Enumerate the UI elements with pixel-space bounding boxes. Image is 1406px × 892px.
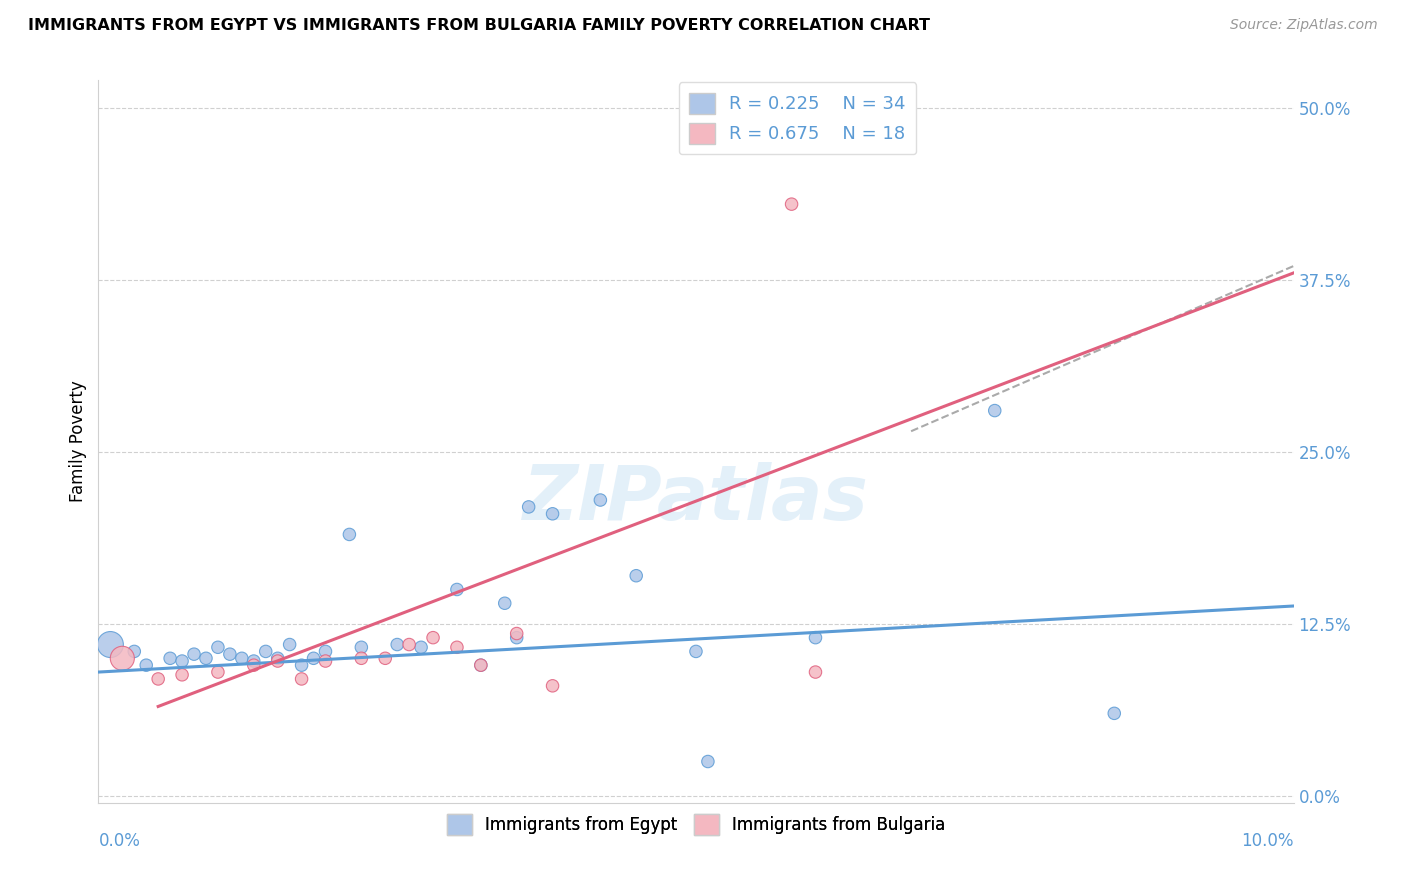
- Point: [780, 197, 803, 211]
- Point: [350, 651, 373, 665]
- Point: [626, 568, 648, 582]
- Point: [422, 631, 444, 645]
- Point: [506, 631, 529, 645]
- Point: [685, 644, 707, 658]
- Point: [291, 672, 314, 686]
- Point: [339, 527, 361, 541]
- Point: [183, 647, 205, 661]
- Point: [315, 644, 337, 658]
- Point: [446, 640, 468, 655]
- Point: [124, 644, 146, 658]
- Point: [541, 679, 564, 693]
- Point: [541, 507, 564, 521]
- Point: [148, 672, 170, 686]
- Point: [470, 658, 492, 673]
- Point: [804, 631, 827, 645]
- Point: [517, 500, 540, 514]
- Point: [398, 638, 420, 652]
- Point: [159, 651, 181, 665]
- Text: Source: ZipAtlas.com: Source: ZipAtlas.com: [1230, 18, 1378, 32]
- Point: [291, 658, 314, 673]
- Point: [984, 403, 1007, 417]
- Point: [98, 638, 122, 652]
- Point: [374, 651, 396, 665]
- Point: [207, 640, 229, 655]
- Text: IMMIGRANTS FROM EGYPT VS IMMIGRANTS FROM BULGARIA FAMILY POVERTY CORRELATION CHA: IMMIGRANTS FROM EGYPT VS IMMIGRANTS FROM…: [28, 18, 931, 33]
- Point: [278, 638, 301, 652]
- Point: [315, 654, 337, 668]
- Point: [446, 582, 468, 597]
- Point: [411, 640, 433, 655]
- Point: [506, 626, 529, 640]
- Point: [219, 647, 242, 661]
- Point: [470, 658, 492, 673]
- Point: [172, 668, 194, 682]
- Point: [267, 651, 290, 665]
- Point: [267, 654, 290, 668]
- Point: [302, 651, 325, 665]
- Y-axis label: Family Poverty: Family Poverty: [69, 381, 87, 502]
- Point: [111, 651, 134, 665]
- Text: 0.0%: 0.0%: [98, 831, 141, 850]
- Point: [385, 638, 409, 652]
- Point: [231, 651, 253, 665]
- Point: [243, 658, 266, 673]
- Point: [697, 755, 720, 769]
- Point: [135, 658, 157, 673]
- Point: [350, 640, 373, 655]
- Point: [172, 654, 194, 668]
- Point: [195, 651, 218, 665]
- Point: [804, 665, 827, 679]
- Text: 10.0%: 10.0%: [1241, 831, 1294, 850]
- Point: [243, 654, 266, 668]
- Text: ZIPatlas: ZIPatlas: [523, 462, 869, 536]
- Legend: Immigrants from Egypt, Immigrants from Bulgaria: Immigrants from Egypt, Immigrants from B…: [440, 808, 952, 841]
- Point: [589, 493, 612, 508]
- Point: [494, 596, 516, 610]
- Point: [207, 665, 229, 679]
- Point: [1104, 706, 1126, 721]
- Point: [254, 644, 277, 658]
